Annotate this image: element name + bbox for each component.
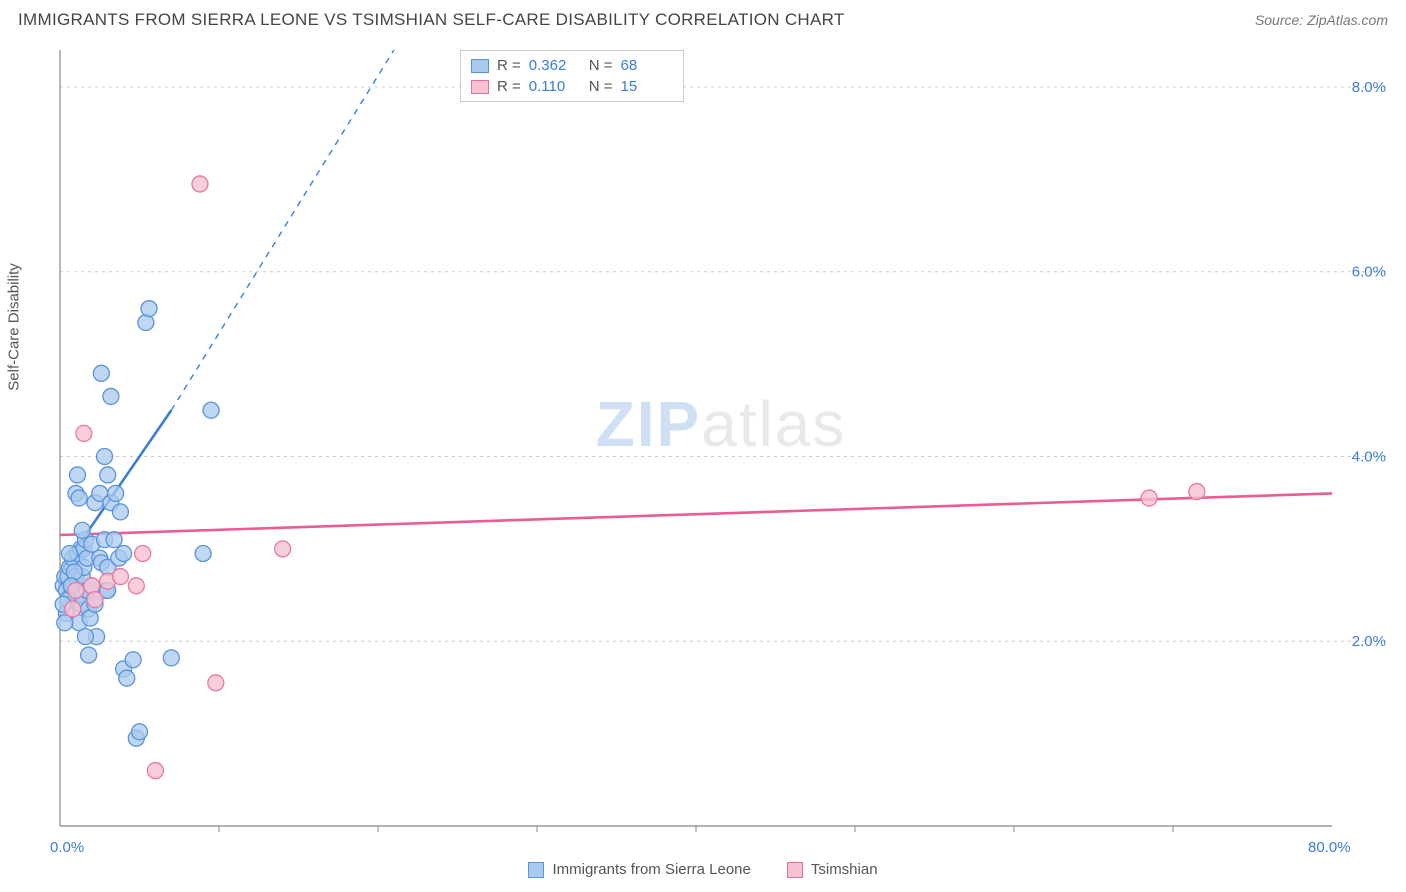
legend-label: Immigrants from Sierra Leone [552, 861, 750, 878]
svg-text:6.0%: 6.0% [1352, 264, 1386, 281]
r-value: 0.362 [529, 57, 581, 74]
correlation-legend: R = 0.362 N = 68 R = 0.110 N = 15 [460, 50, 684, 102]
n-value: 68 [621, 57, 673, 74]
svg-text:2.0%: 2.0% [1352, 633, 1386, 650]
y-axis-label: Self-Care Disability [6, 263, 23, 391]
legend-swatch [528, 862, 544, 878]
legend-label: Tsimshian [811, 861, 878, 878]
series-swatch [471, 80, 489, 94]
legend-item: Immigrants from Sierra Leone [528, 861, 750, 878]
source-name: ZipAtlas.com [1307, 12, 1388, 28]
chart-title: IMMIGRANTS FROM SIERRA LEONE VS TSIMSHIA… [18, 10, 845, 30]
r-value: 0.110 [529, 78, 581, 95]
chart-plot-area: 2.0%4.0%6.0%8.0% ZIPatlas [50, 44, 1392, 836]
correlation-row: R = 0.110 N = 15 [471, 76, 673, 97]
source-attribution: Source: ZipAtlas.com [1255, 12, 1388, 28]
source-label: Source: [1255, 12, 1303, 28]
x-axis-legend: Immigrants from Sierra Leone Tsimshian [0, 861, 1406, 878]
r-label: R = [497, 78, 521, 95]
series-swatch [471, 59, 489, 73]
n-label: N = [589, 78, 613, 95]
legend-item: Tsimshian [787, 861, 878, 878]
n-label: N = [589, 57, 613, 74]
r-label: R = [497, 57, 521, 74]
correlation-row: R = 0.362 N = 68 [471, 55, 673, 76]
n-value: 15 [621, 78, 673, 95]
chart-header: IMMIGRANTS FROM SIERRA LEONE VS TSIMSHIA… [0, 0, 1406, 38]
svg-text:4.0%: 4.0% [1352, 448, 1386, 465]
svg-text:8.0%: 8.0% [1352, 79, 1386, 96]
legend-swatch [787, 862, 803, 878]
x-tick-label: 0.0% [50, 839, 84, 856]
scatter-chart-svg: 2.0% 4.0% 6.0% 8.0% [50, 44, 1392, 836]
x-tick-label: 80.0% [1308, 839, 1351, 856]
